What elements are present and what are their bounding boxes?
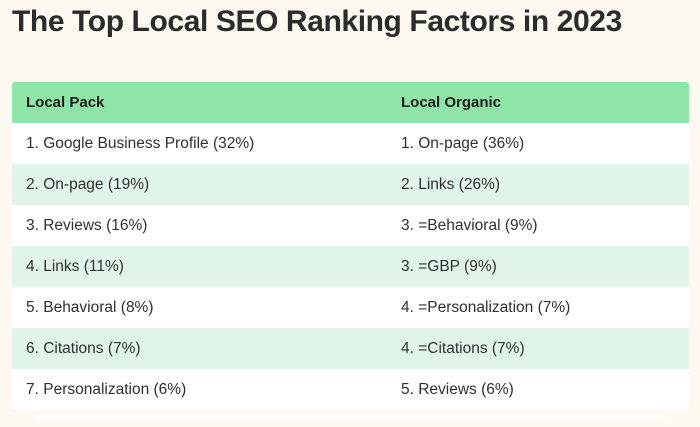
local-pack-cell: 7. Personalization (6%) — [26, 380, 187, 398]
table-body: 1. Google Business Profile (32%) 1. On-p… — [12, 123, 689, 410]
local-pack-cell: 1. Google Business Profile (32%) — [26, 134, 255, 152]
local-pack-cell: 4. Links (11%) — [26, 257, 124, 275]
page-title: The Top Local SEO Ranking Factors in 202… — [12, 5, 622, 38]
local-organic-cell: 3. =Behavioral (9%) — [401, 216, 538, 234]
bottom-accent-strip — [35, 414, 665, 420]
local-pack-cell: 2. On-page (19%) — [26, 175, 150, 193]
local-organic-cell: 1. On-page (36%) — [401, 134, 525, 152]
local-organic-cell: 4. =Personalization (7%) — [401, 298, 571, 316]
local-pack-cell: 3. Reviews (16%) — [26, 216, 148, 234]
local-organic-cell: 3. =GBP (9%) — [401, 257, 497, 275]
table-row: 5. Behavioral (8%) 4. =Personalization (… — [12, 287, 689, 328]
local-pack-cell: 5. Behavioral (8%) — [26, 298, 154, 316]
local-pack-cell: 6. Citations (7%) — [26, 339, 141, 357]
table-row: 4. Links (11%) 3. =GBP (9%) — [12, 246, 689, 287]
local-organic-cell: 2. Links (26%) — [401, 175, 501, 193]
column-header-local-organic: Local Organic — [401, 94, 502, 111]
local-organic-cell: 5. Reviews (6%) — [401, 380, 514, 398]
table-header-row: Local Pack Local Organic — [12, 82, 689, 123]
table-row: 6. Citations (7%) 4. =Citations (7%) — [12, 328, 689, 369]
table-row: 7. Personalization (6%) 5. Reviews (6%) — [12, 369, 689, 410]
ranking-factors-table: Local Pack Local Organic 1. Google Busin… — [12, 82, 689, 410]
table-row: 2. On-page (19%) 2. Links (26%) — [12, 164, 689, 205]
local-organic-cell: 4. =Citations (7%) — [401, 339, 525, 357]
table-row: 1. Google Business Profile (32%) 1. On-p… — [12, 123, 689, 164]
column-header-local-pack: Local Pack — [26, 94, 105, 111]
table-row: 3. Reviews (16%) 3. =Behavioral (9%) — [12, 205, 689, 246]
